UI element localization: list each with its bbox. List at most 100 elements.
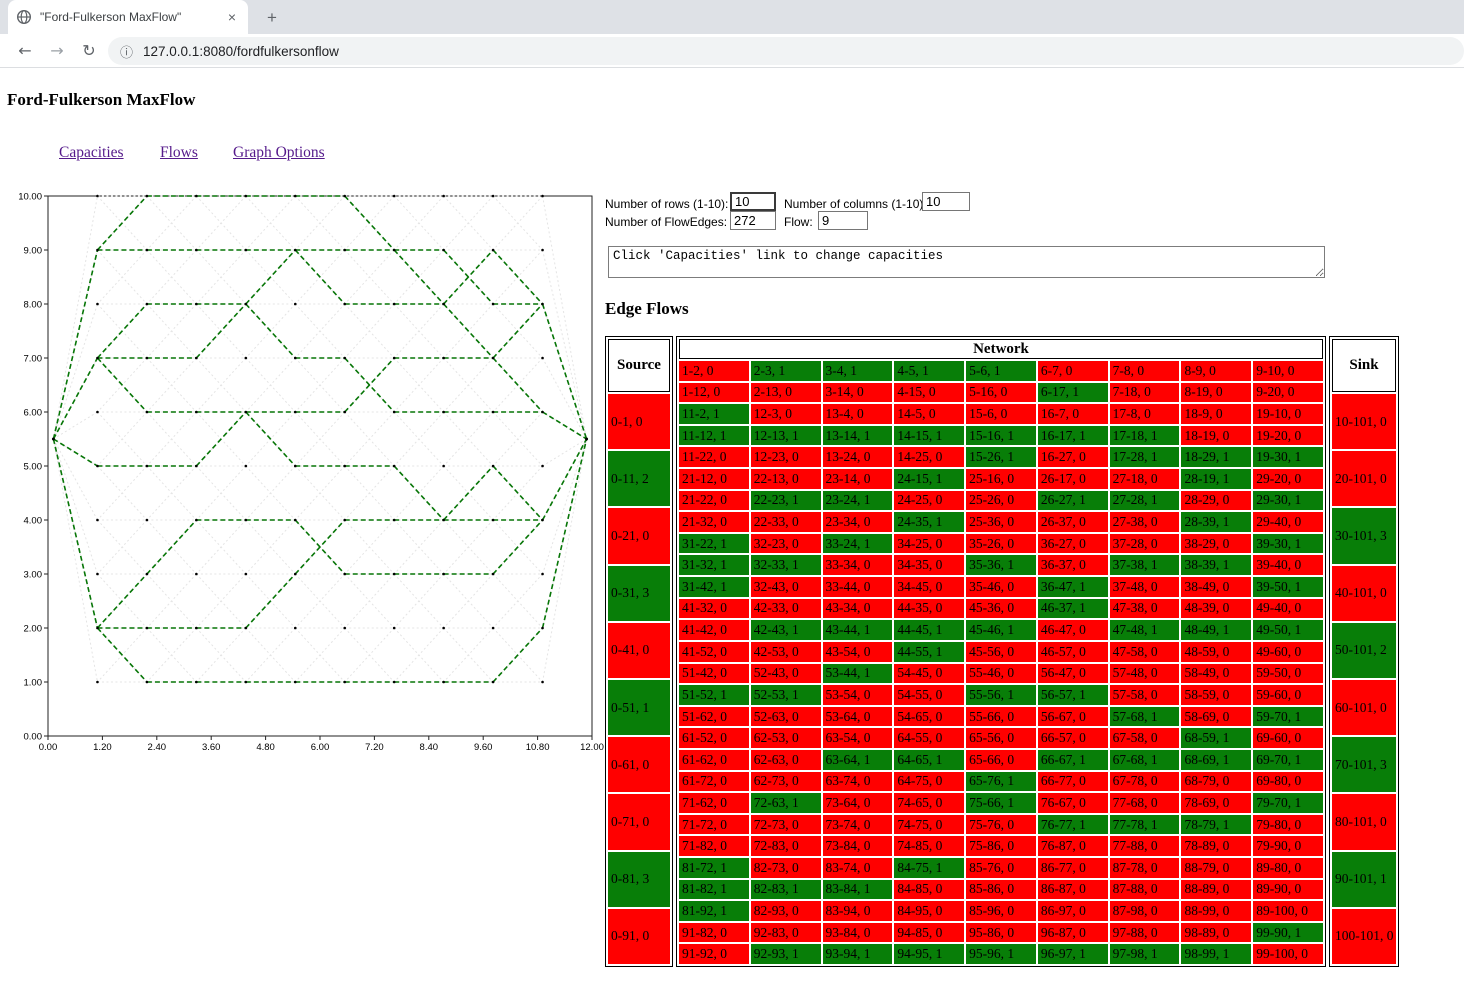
network-edge-cell: 53-44, 1 bbox=[822, 663, 893, 684]
sink-edge-cell: 80-101, 0 bbox=[1332, 794, 1396, 850]
network-edge-cell: 19-30, 1 bbox=[1253, 447, 1323, 468]
svg-text:12.00: 12.00 bbox=[580, 742, 604, 753]
reload-button[interactable]: ↻ bbox=[82, 41, 96, 60]
svg-text:10.80: 10.80 bbox=[526, 742, 550, 753]
source-edge-cell: 0-31, 3 bbox=[608, 565, 670, 621]
browser-tab[interactable]: "Ford-Fulkerson MaxFlow" × bbox=[8, 0, 248, 34]
network-edge-cell: 69-70, 1 bbox=[1253, 749, 1323, 770]
browser-toolbar: ← → ↻ ⓘ 127.0.0.1:8080/fordfulkersonflow bbox=[0, 34, 1464, 68]
network-edge-cell: 28-19, 1 bbox=[1181, 469, 1252, 489]
flow-input[interactable] bbox=[818, 211, 868, 230]
network-edge-cell: 72-83, 0 bbox=[750, 836, 821, 856]
network-edge-cell: 26-37, 0 bbox=[1037, 512, 1108, 532]
network-edge-cell: 54-55, 0 bbox=[894, 685, 965, 705]
network-edge-cell: 36-47, 1 bbox=[1037, 577, 1108, 597]
network-edge-cell: 8-19, 0 bbox=[1181, 382, 1252, 403]
status-message-box[interactable]: Click 'Capacities' link to change capaci… bbox=[608, 246, 1325, 278]
network-edge-cell: 73-64, 0 bbox=[822, 793, 893, 813]
network-edge-cell: 46-57, 0 bbox=[1037, 641, 1108, 662]
page-info-icon[interactable]: ⓘ bbox=[120, 45, 134, 61]
network-edge-cell: 73-84, 0 bbox=[822, 836, 893, 856]
network-edge-cell: 32-43, 0 bbox=[750, 577, 821, 597]
network-edge-cell: 37-28, 0 bbox=[1109, 533, 1180, 554]
network-edge-cell: 53-64, 0 bbox=[822, 706, 893, 727]
network-edge-cell: 65-76, 1 bbox=[966, 771, 1036, 792]
network-edge-cell: 15-6, 0 bbox=[966, 404, 1036, 424]
network-edge-cell: 18-29, 1 bbox=[1181, 447, 1252, 468]
svg-text:9.60: 9.60 bbox=[474, 742, 493, 753]
network-edge-cell: 98-99, 1 bbox=[1181, 944, 1252, 964]
svg-text:10.00: 10.00 bbox=[18, 192, 42, 203]
network-edge-cell: 75-76, 0 bbox=[966, 814, 1036, 835]
network-edge-cell: 99-90, 1 bbox=[1253, 922, 1323, 943]
page-content: Ford-Fulkerson MaxFlow Capacities Flows … bbox=[0, 68, 1464, 991]
network-edge-cell: 66-57, 0 bbox=[1037, 728, 1108, 748]
network-edge-cell: 83-74, 0 bbox=[822, 857, 893, 878]
svg-text:7.00: 7.00 bbox=[24, 354, 43, 365]
network-edge-cell: 56-47, 0 bbox=[1037, 663, 1108, 684]
network-edge-cell: 17-18, 1 bbox=[1109, 425, 1180, 446]
network-edge-cell: 85-86, 0 bbox=[966, 879, 1036, 900]
network-edge-cell: 78-69, 0 bbox=[1181, 793, 1252, 813]
network-edge-cell: 56-67, 0 bbox=[1037, 706, 1108, 727]
tab-close-icon[interactable]: × bbox=[227, 9, 237, 25]
network-edge-cell: 16-17, 1 bbox=[1037, 425, 1108, 446]
network-edge-cell: 21-22, 0 bbox=[679, 490, 749, 511]
network-edge-cell: 82-93, 0 bbox=[750, 901, 821, 921]
svg-text:3.60: 3.60 bbox=[202, 742, 221, 753]
svg-text:6.00: 6.00 bbox=[311, 742, 330, 753]
network-edge-cell: 21-12, 0 bbox=[679, 469, 749, 489]
sink-table: Sink 10-101, 0 20-101, 0 30-101, 3 40-101, … bbox=[1329, 336, 1399, 967]
network-edge-cell: 54-65, 0 bbox=[894, 706, 965, 727]
network-edge-cell: 19-20, 0 bbox=[1253, 425, 1323, 446]
source-header: Source bbox=[608, 339, 670, 392]
network-edge-cell: 53-54, 0 bbox=[822, 685, 893, 705]
network-edge-cell: 14-5, 0 bbox=[894, 404, 965, 424]
network-edge-cell: 56-57, 1 bbox=[1037, 685, 1108, 705]
network-edge-cell: 77-88, 0 bbox=[1109, 836, 1180, 856]
network-edge-cell: 51-42, 0 bbox=[679, 663, 749, 684]
capacities-link[interactable]: Capacities bbox=[59, 144, 124, 161]
network-edge-cell: 15-26, 1 bbox=[966, 447, 1036, 468]
network-edge-cell: 59-60, 0 bbox=[1253, 685, 1323, 705]
network-edge-cell: 31-42, 1 bbox=[679, 577, 749, 597]
flowedges-input[interactable] bbox=[730, 211, 776, 230]
forward-button[interactable]: → bbox=[50, 41, 64, 60]
rows-input[interactable] bbox=[730, 192, 776, 211]
network-edge-cell: 47-38, 0 bbox=[1109, 598, 1180, 619]
new-tab-button[interactable]: + bbox=[267, 8, 277, 27]
flows-link[interactable]: Flows bbox=[160, 144, 198, 161]
network-edge-cell: 36-37, 0 bbox=[1037, 555, 1108, 576]
columns-input[interactable] bbox=[922, 192, 970, 211]
network-edge-cell: 22-23, 1 bbox=[750, 490, 821, 511]
network-edge-cell: 97-88, 0 bbox=[1109, 922, 1180, 943]
network-edge-cell: 57-48, 0 bbox=[1109, 663, 1180, 684]
network-edge-cell: 6-7, 0 bbox=[1037, 361, 1108, 381]
graph-options-link[interactable]: Graph Options bbox=[233, 144, 325, 161]
network-edge-cell: 66-67, 1 bbox=[1037, 749, 1108, 770]
network-edge-cell: 74-85, 0 bbox=[894, 836, 965, 856]
network-edge-cell: 9-10, 0 bbox=[1253, 361, 1323, 381]
network-edge-cell: 21-32, 0 bbox=[679, 512, 749, 532]
network-edge-cell: 48-39, 0 bbox=[1181, 598, 1252, 619]
address-bar[interactable]: ⓘ 127.0.0.1:8080/fordfulkersonflow bbox=[108, 37, 1464, 65]
network-edge-cell: 24-25, 0 bbox=[894, 490, 965, 511]
network-edge-cell: 34-35, 0 bbox=[894, 555, 965, 576]
flow-graph-plot: 0.00 1.00 2.00 3.00 4.00 5.00 6.00 7.00 8.00 9.00… bbox=[18, 192, 604, 754]
network-edge-cell: 86-77, 0 bbox=[1037, 857, 1108, 878]
network-edge-cell: 29-30, 1 bbox=[1253, 490, 1323, 511]
back-button[interactable]: ← bbox=[18, 41, 32, 60]
network-edge-cell: 1-12, 0 bbox=[679, 382, 749, 403]
network-edge-cell: 69-80, 0 bbox=[1253, 771, 1323, 792]
source-table: Source 0-1, 0 0-11, 2 0-21, 0 0-31, 3 0-41, … bbox=[605, 336, 673, 967]
network-edge-cell: 4-5, 1 bbox=[894, 361, 965, 381]
network-edge-cell: 58-69, 0 bbox=[1181, 706, 1252, 727]
network-edge-cell: 64-55, 0 bbox=[894, 728, 965, 748]
sink-edge-cell: 50-101, 2 bbox=[1332, 622, 1396, 679]
network-edge-cell: 42-33, 0 bbox=[750, 598, 821, 619]
network-edge-cell: 11-2, 1 bbox=[679, 404, 749, 424]
network-edge-cell: 45-56, 0 bbox=[966, 641, 1036, 662]
network-edge-cell: 73-74, 0 bbox=[822, 814, 893, 835]
network-edge-cell: 58-59, 0 bbox=[1181, 685, 1252, 705]
network-edge-cell: 79-80, 0 bbox=[1253, 814, 1323, 835]
